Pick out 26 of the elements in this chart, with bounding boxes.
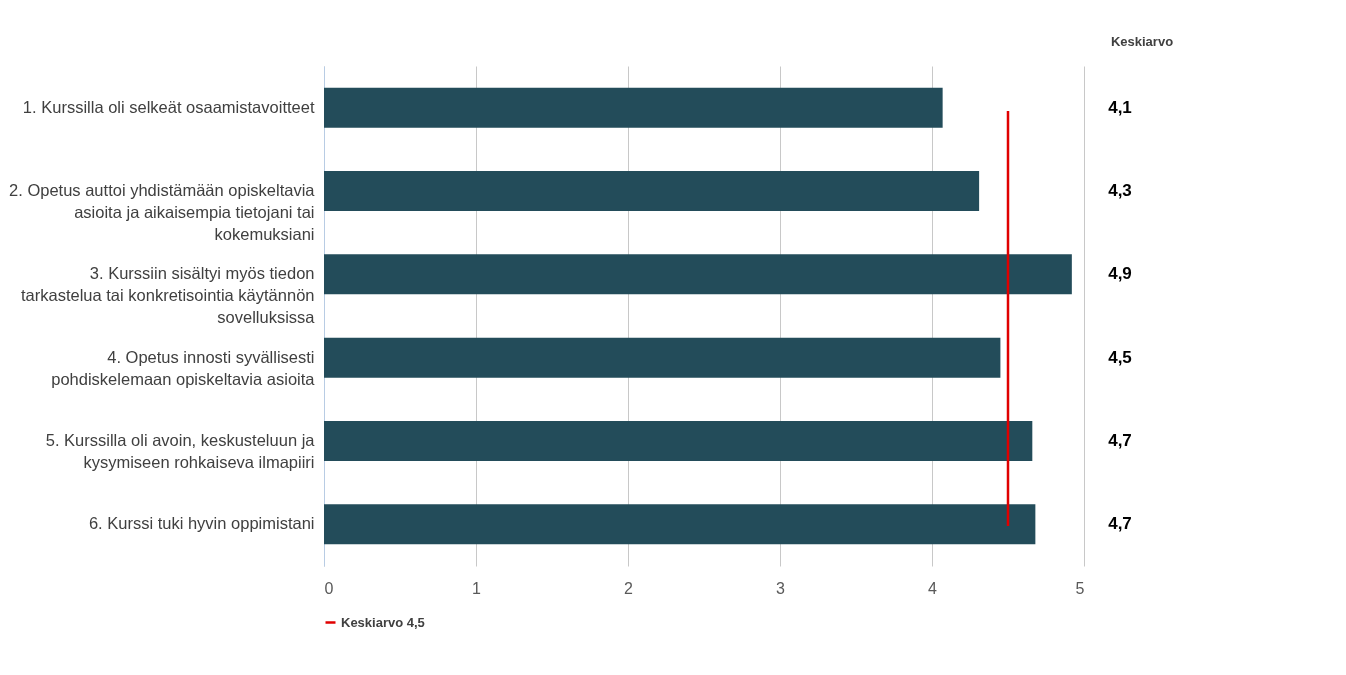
bar <box>324 421 1033 461</box>
data-label: 4,3 <box>1108 181 1132 200</box>
y-tick-label: 3. Kurssiin sisältyi myös tiedon tarkastelua tai konkretisointia käytännön sovelluksissa <box>20 264 316 327</box>
bar <box>324 504 1036 545</box>
x-tick-label: 1 <box>472 579 482 597</box>
data-label: 4,1 <box>1108 97 1132 117</box>
data-label: 4,9 <box>1108 264 1132 284</box>
bar <box>324 171 980 211</box>
text: Keskiarvo <box>1110 34 1174 49</box>
y-tick-label: 6. Kurssi tuki hyvin oppimistani <box>88 514 315 533</box>
data-label: 4,7 <box>1108 514 1132 534</box>
legend-label: Keskiarvo 4,5 <box>341 614 425 630</box>
data-label: 4,5 <box>1108 347 1132 367</box>
data-label: 4,7 <box>1108 431 1132 450</box>
bar <box>324 337 1001 378</box>
y-tick-label: 1. Kurssilla oli selkeät osaamistavoitteet <box>22 97 315 116</box>
y-tick-label: 4. Opetus innosti syvällisesti pohdiskelemaan opiskeltavia asioita <box>51 347 316 388</box>
x-tick-label: 0 <box>324 579 334 597</box>
bar <box>324 254 1072 295</box>
y-tick-label: 5. Kurssilla oli avoin, keskusteluun ja kysymiseen rohkaiseva ilmapiiri <box>45 431 316 471</box>
x-tick-label: 2 <box>624 579 634 597</box>
x-tick-label: 3 <box>776 579 786 597</box>
bar <box>324 87 943 128</box>
x-tick-label: 5 <box>1075 579 1085 597</box>
y-tick-label: 2. Opetus auttoi yhdistämään opiskeltavia asioita ja aikaisempia tietojani tai kokemuksiani <box>9 181 316 243</box>
x-tick-label: 4 <box>928 579 938 597</box>
